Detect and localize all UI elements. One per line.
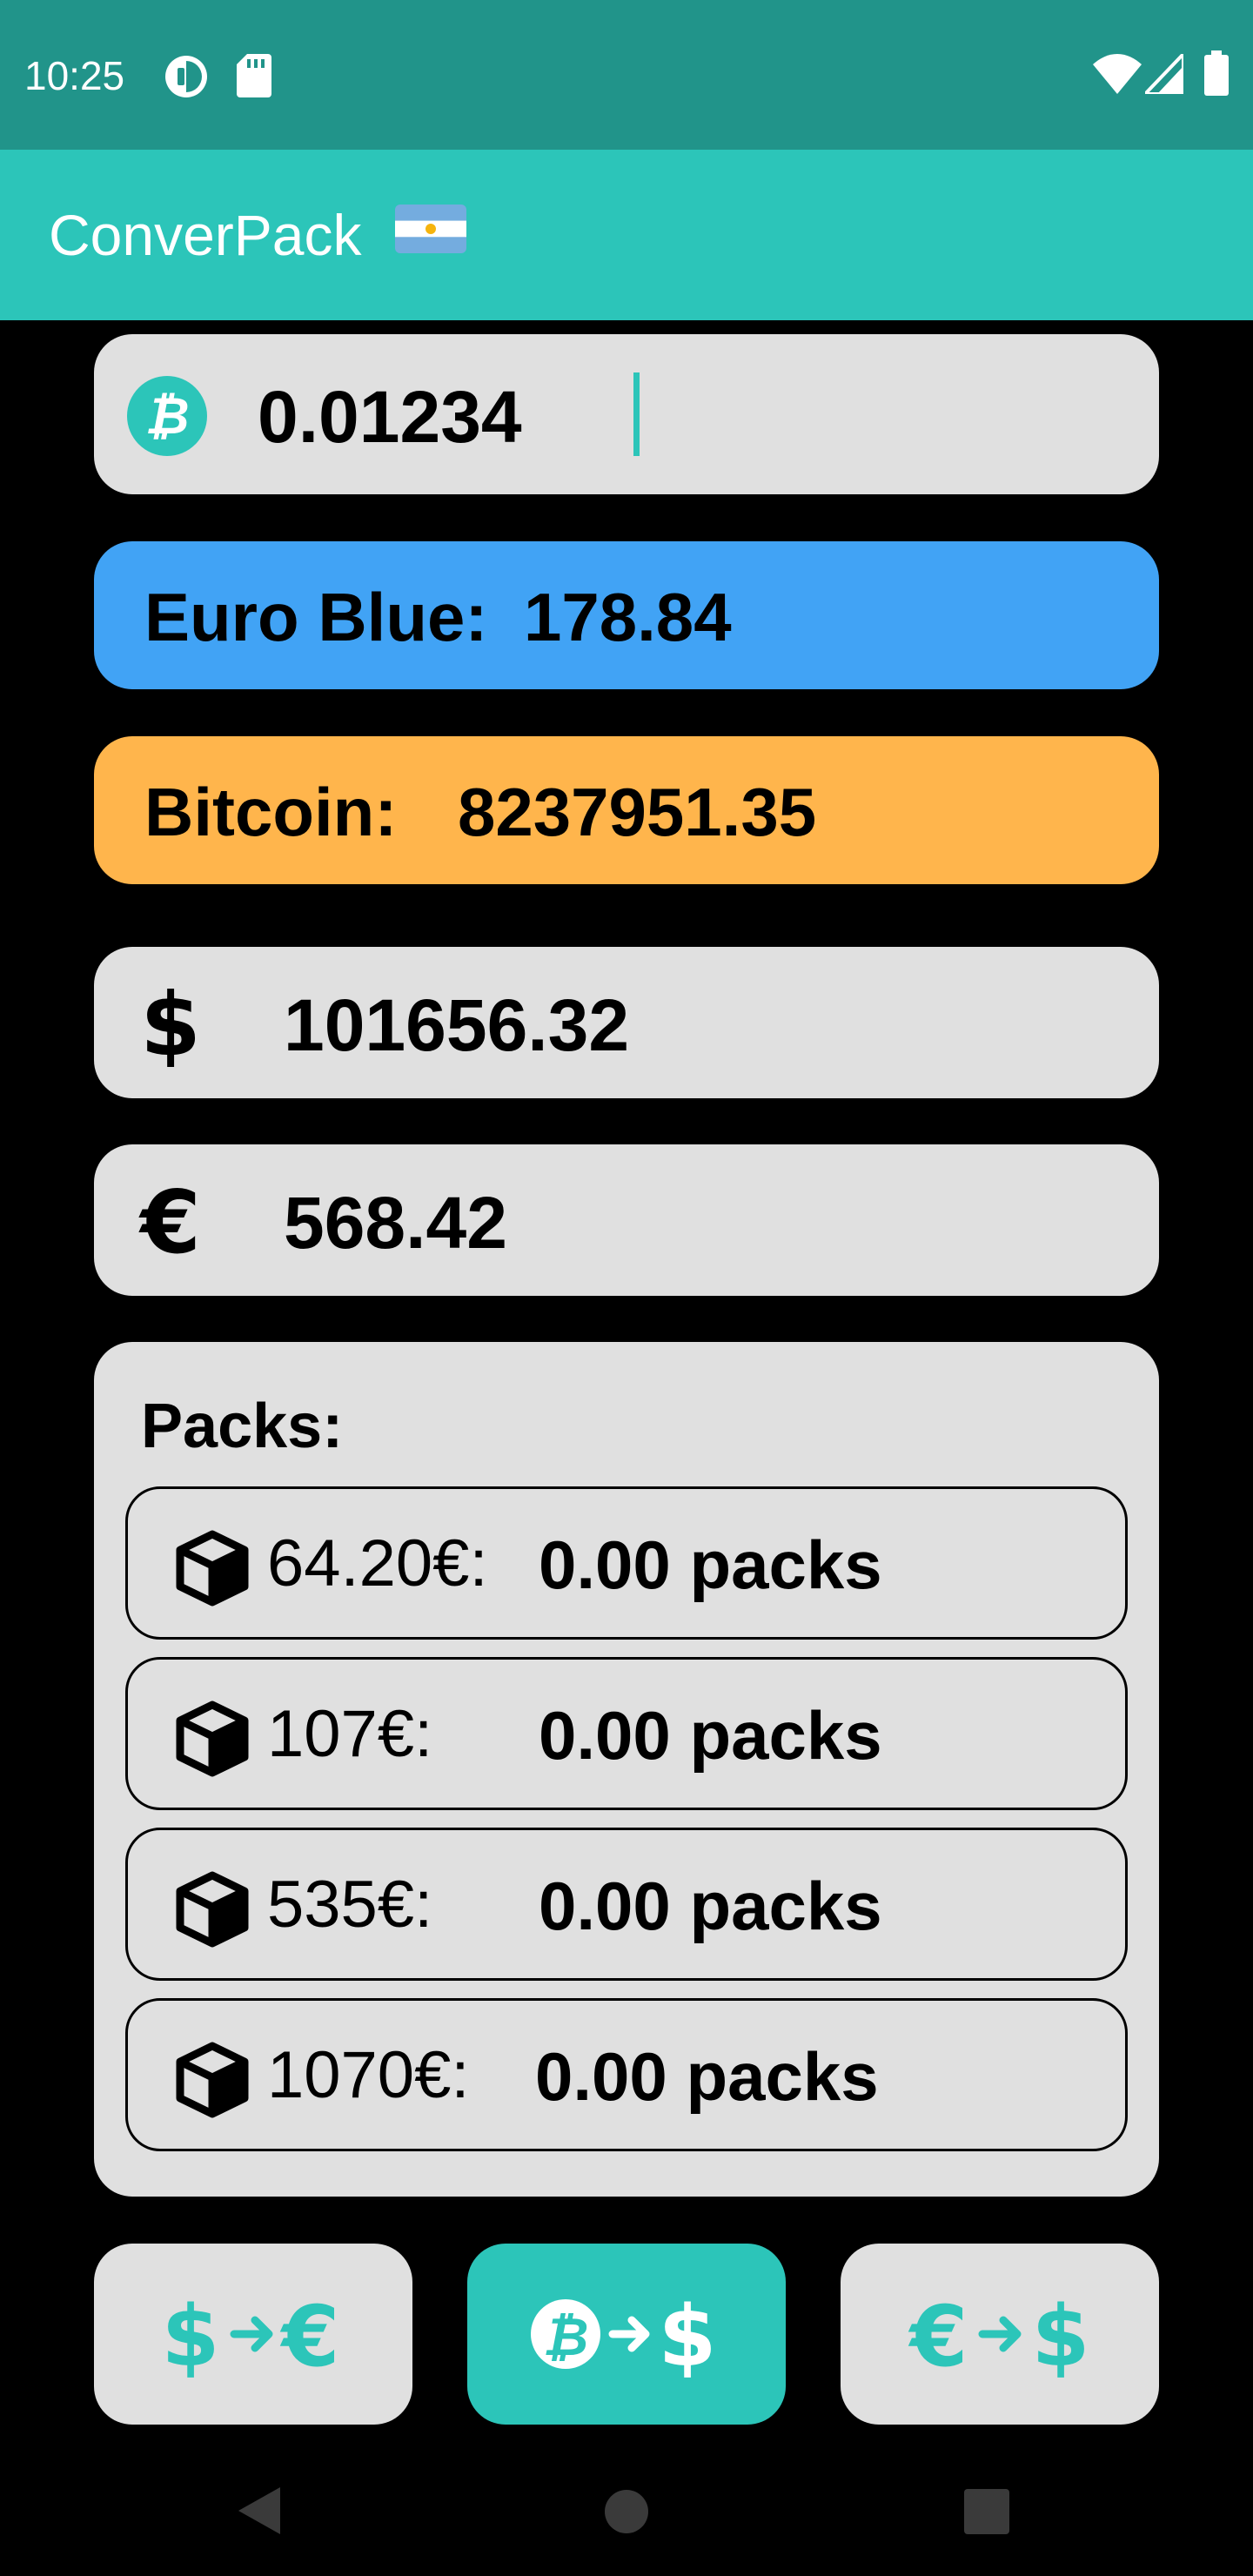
wifi-icon — [1093, 54, 1142, 94]
pack-count: 0.00 packs — [539, 1697, 882, 1774]
eur-value: 568.42 — [284, 1182, 507, 1264]
pack-price: 64.20€: — [267, 1526, 488, 1600]
navigation-bar — [0, 2445, 1253, 2576]
bitcoin-icon: ₿ — [127, 376, 207, 456]
btc-to-usd-button[interactable]: ₿ $ — [467, 2244, 786, 2425]
app-bar: ConverPack — [0, 150, 1253, 320]
amount-input-value[interactable]: 0.01234 — [258, 376, 522, 458]
sd-card-icon — [237, 54, 271, 97]
pack-row: 64.20€: 0.00 packs — [125, 1486, 1128, 1640]
eur-to-usd-button[interactable]: € $ — [841, 2244, 1159, 2425]
svg-text:$: $ — [162, 2288, 220, 2385]
pack-price: 535€: — [267, 1868, 433, 1942]
bitcoin-label: Bitcoin: — [144, 774, 398, 850]
pack-row: 1070€: 0.00 packs — [125, 1998, 1128, 2151]
euro-blue-rate-card: Euro Blue: 178.84 — [94, 541, 1159, 689]
usd-value: 101656.32 — [284, 984, 630, 1066]
eur-to-usd-icon: € $ — [908, 2288, 1090, 2385]
svg-text:$: $ — [659, 2288, 717, 2385]
pack-count: 0.00 packs — [535, 2038, 879, 2115]
svg-text:₿: ₿ — [145, 386, 190, 446]
pack-count: 0.00 packs — [539, 1526, 882, 1603]
status-bar: 10:25 — [0, 0, 1253, 150]
home-icon[interactable] — [604, 2489, 649, 2534]
text-cursor — [633, 372, 640, 456]
pack-price: 107€: — [267, 1697, 433, 1771]
dollar-icon: $ — [140, 980, 201, 1067]
usd-result-card: $ 101656.32 — [94, 947, 1159, 1098]
app-title: ConverPack — [49, 203, 362, 267]
box-icon — [176, 2042, 249, 2118]
svg-text:$: $ — [140, 980, 201, 1067]
box-icon — [176, 1871, 249, 1948]
euro-icon: € — [138, 1177, 201, 1265]
recents-icon[interactable] — [964, 2489, 1009, 2534]
packs-panel: Packs: 64.20€: 0.00 packs 107€: 0.00 pac… — [94, 1342, 1159, 2197]
pack-price: 1070€: — [267, 2038, 470, 2112]
svg-text:₿: ₿ — [543, 2307, 589, 2368]
usd-to-eur-icon: $ € — [162, 2288, 340, 2385]
bitcoin-value: 8237951.35 — [458, 774, 817, 850]
usd-to-eur-button[interactable]: $ € — [94, 2244, 412, 2425]
packs-title: Packs: — [141, 1392, 344, 1461]
box-icon — [176, 1701, 249, 1777]
battery-icon — [1204, 50, 1229, 96]
svg-text:€: € — [138, 1177, 201, 1265]
bitcoin-rate-card: Bitcoin: 8237951.35 — [94, 736, 1159, 884]
svg-text:€: € — [280, 2288, 340, 2385]
btc-to-usd-icon: ₿ $ — [531, 2288, 717, 2385]
box-icon — [176, 1530, 249, 1607]
data-saver-icon — [165, 56, 207, 97]
signal-icon — [1145, 54, 1183, 94]
euro-blue-value: 178.84 — [524, 579, 732, 655]
back-icon[interactable] — [235, 2484, 284, 2538]
pack-row: 107€: 0.00 packs — [125, 1657, 1128, 1810]
argentina-flag-icon — [395, 205, 466, 253]
amount-input-field[interactable]: ₿ 0.01234 — [94, 334, 1159, 494]
status-time: 10:25 — [24, 53, 125, 98]
euro-blue-label: Euro Blue: — [144, 579, 488, 655]
svg-text:$: $ — [1032, 2288, 1090, 2385]
pack-count: 0.00 packs — [539, 1868, 882, 1944]
svg-text:€: € — [908, 2288, 968, 2385]
pack-row: 535€: 0.00 packs — [125, 1828, 1128, 1981]
eur-result-card: € 568.42 — [94, 1144, 1159, 1296]
